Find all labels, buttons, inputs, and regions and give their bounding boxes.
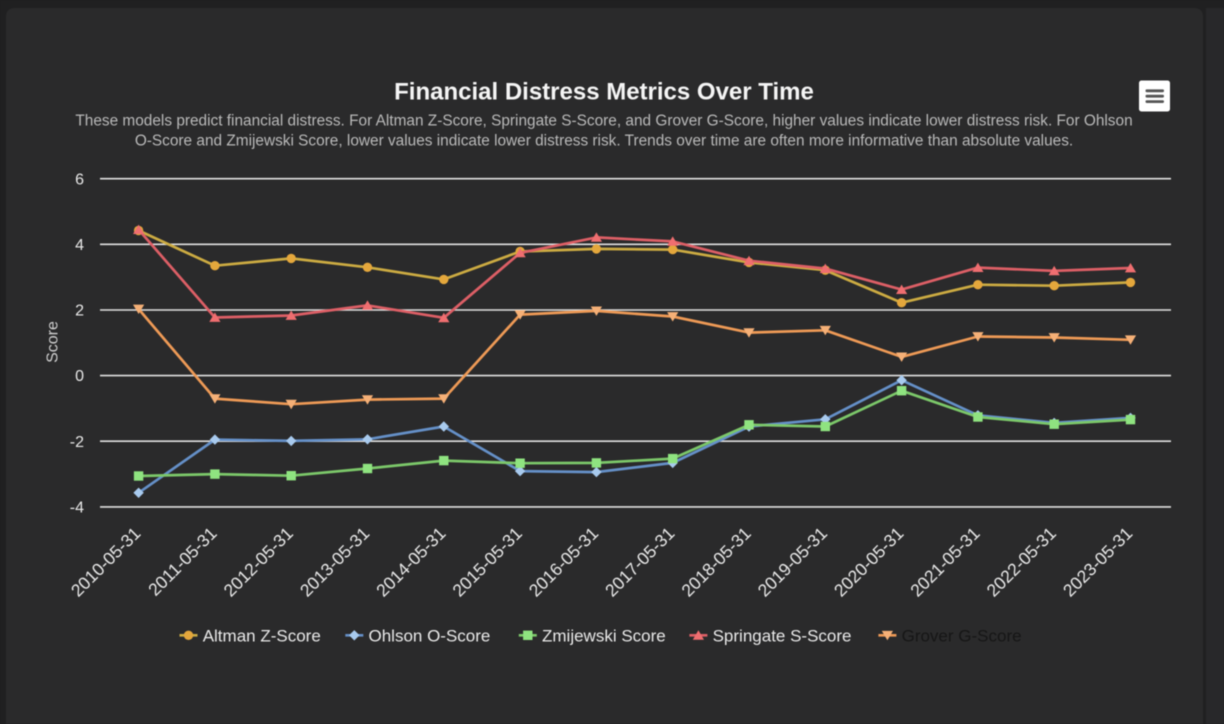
svg-text:Ohlson O-Score: Ohlson O-Score xyxy=(369,627,491,646)
svg-text:Altman Z-Score: Altman Z-Score xyxy=(203,627,321,646)
svg-text:-2: -2 xyxy=(70,434,84,451)
svg-text:Grover G-Score: Grover G-Score xyxy=(902,627,1022,646)
svg-text:These models predict financial: These models predict financial distress.… xyxy=(75,113,1132,130)
svg-text:Score: Score xyxy=(45,321,62,363)
svg-text:O-Score and Zmijewski Score, l: O-Score and Zmijewski Score, lower value… xyxy=(135,132,1073,149)
svg-text:Financial Distress Metrics Ove: Financial Distress Metrics Over Time xyxy=(394,79,814,106)
svg-text:Springate S-Score: Springate S-Score xyxy=(713,627,852,646)
svg-text:-4: -4 xyxy=(70,500,84,517)
svg-text:6: 6 xyxy=(75,171,84,188)
svg-text:2: 2 xyxy=(75,303,84,320)
svg-text:0: 0 xyxy=(75,368,84,385)
svg-text:Zmijewski Score: Zmijewski Score xyxy=(542,627,666,646)
svg-text:4: 4 xyxy=(75,237,84,254)
